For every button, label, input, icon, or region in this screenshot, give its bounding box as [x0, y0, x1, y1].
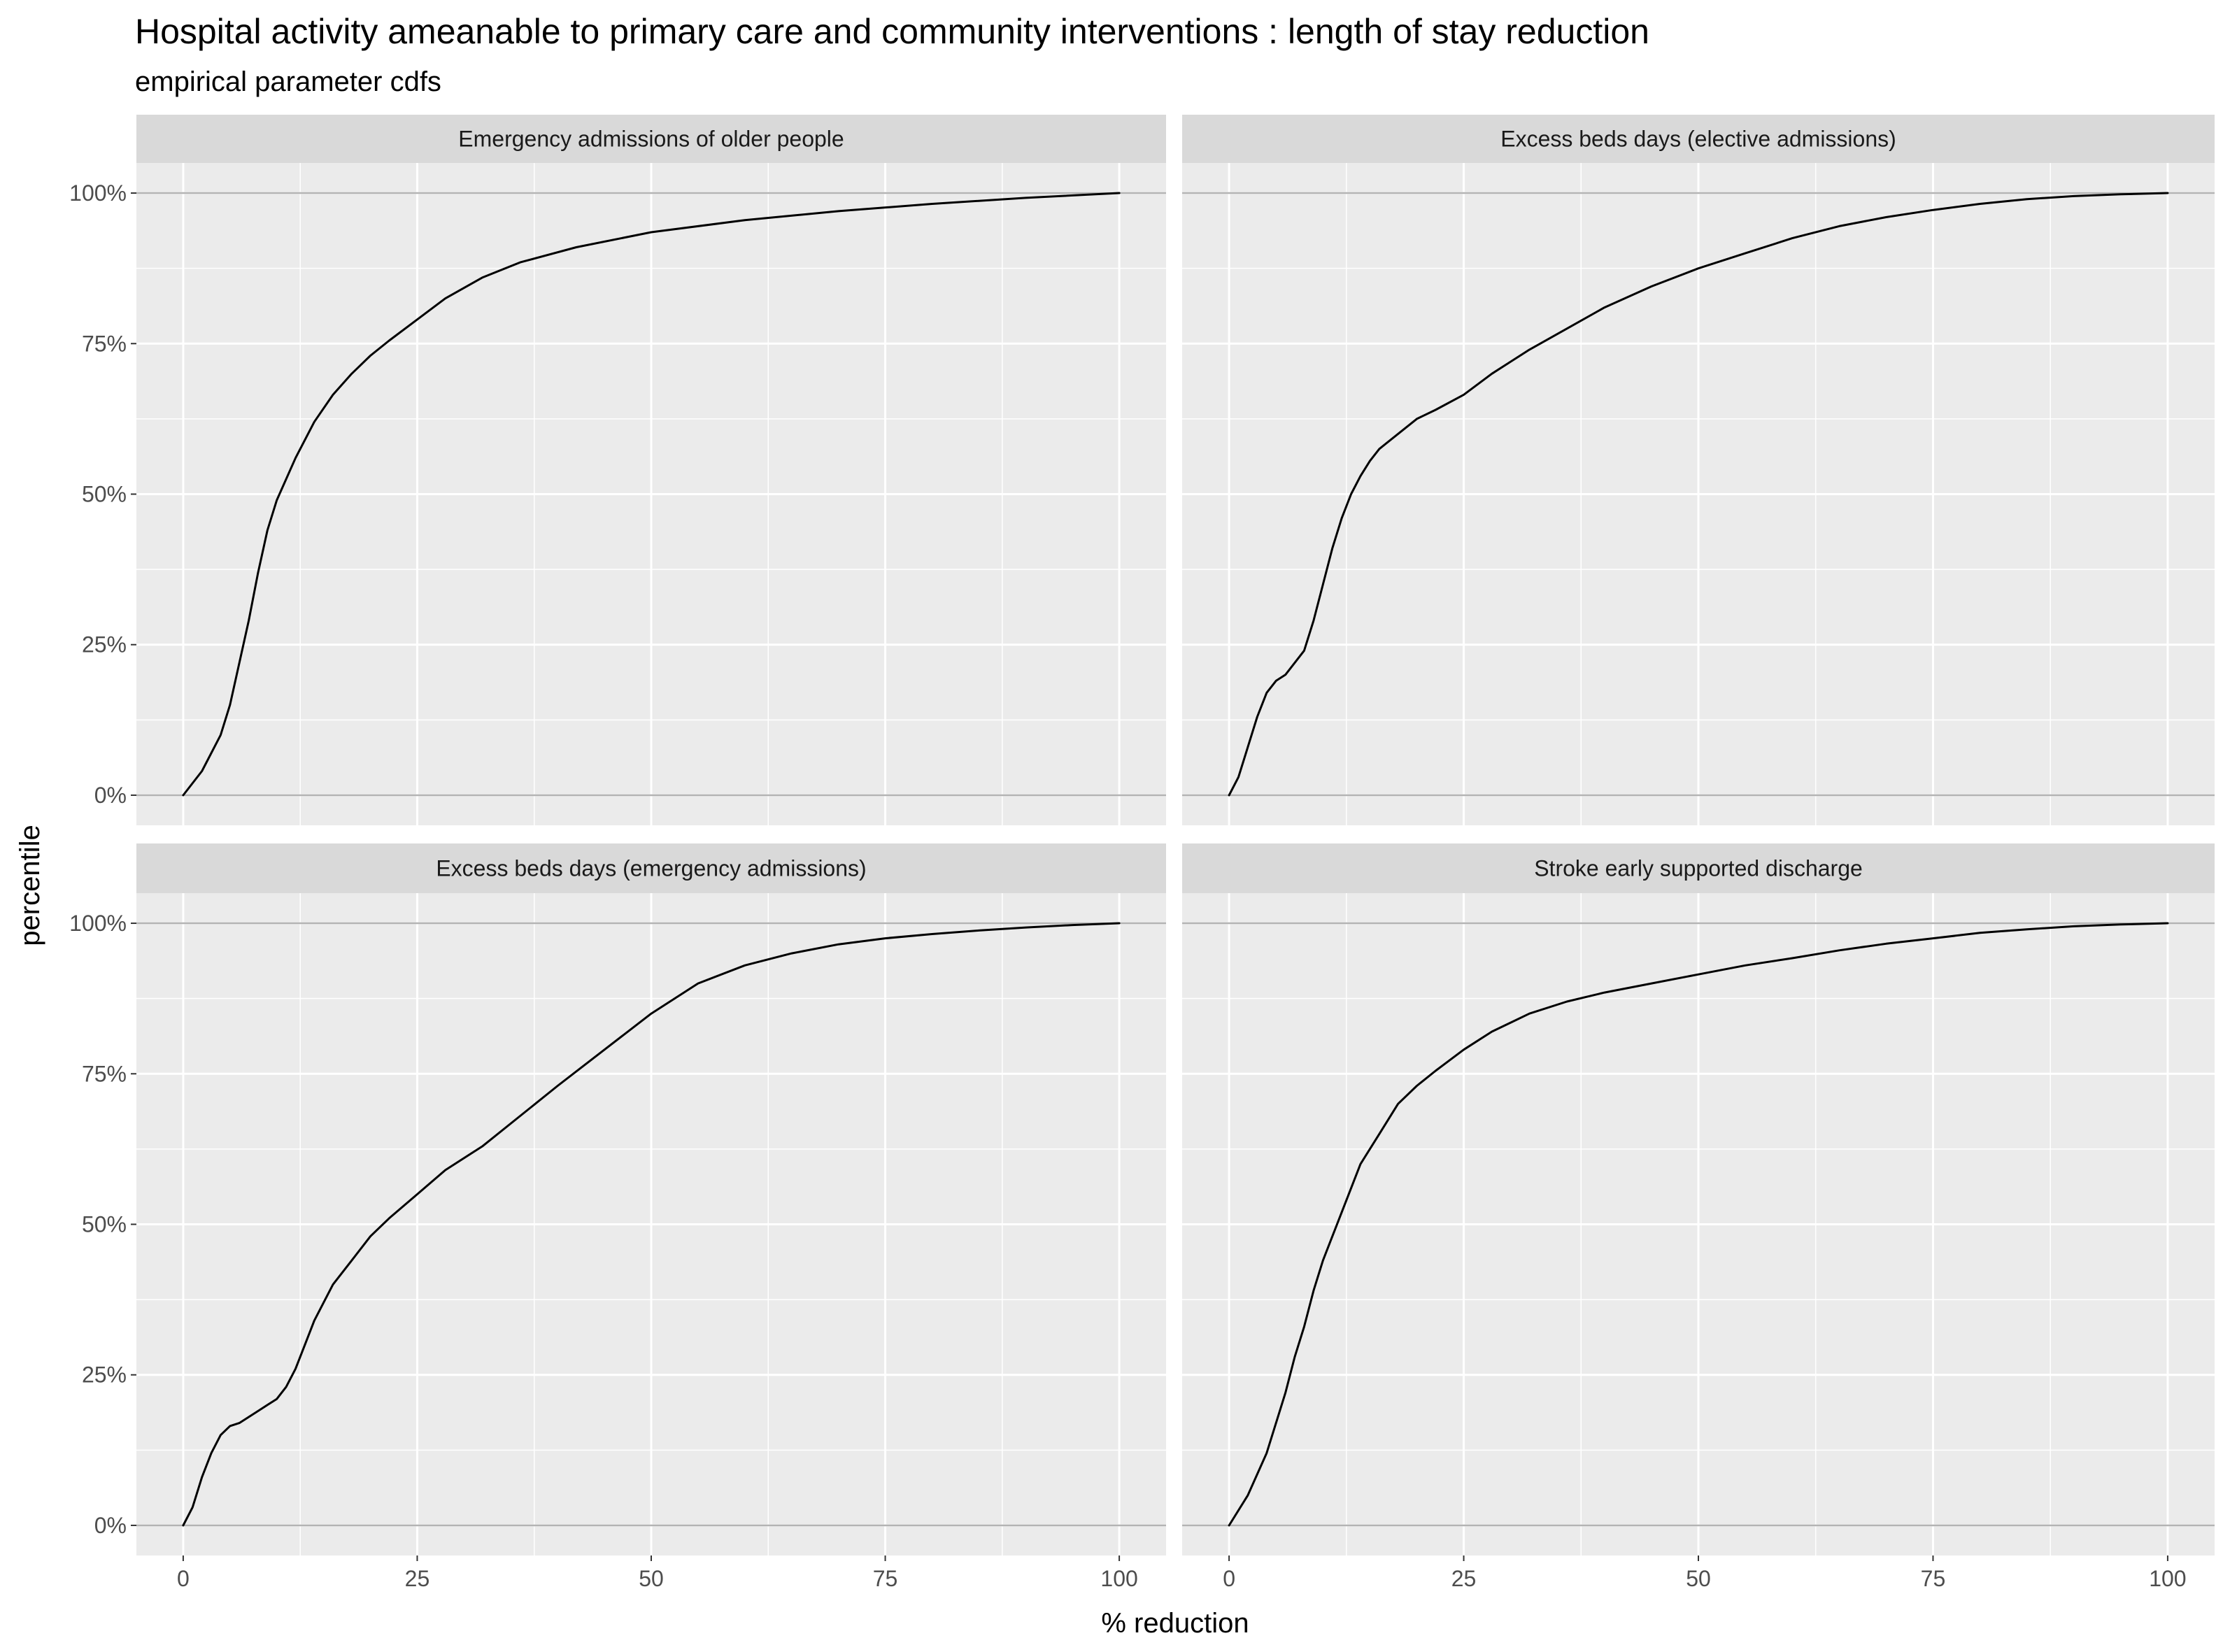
y-tick-label: 0% — [94, 783, 127, 808]
y-tick-label: 0% — [94, 1513, 127, 1538]
y-tick-label: 50% — [82, 1212, 127, 1237]
facet-panels: Emergency admissions of older people 0% 25… — [69, 115, 2215, 1591]
chart-subtitle: empirical parameter cdfs — [135, 66, 441, 97]
facet-strip — [1182, 843, 2215, 893]
y-tick-label: 25% — [82, 1362, 127, 1388]
x-tick-label: 0 — [1223, 1566, 1235, 1591]
x-tick-label: 100 — [2149, 1566, 2186, 1591]
x-tick-label: 50 — [1686, 1566, 1711, 1591]
x-tick-label: 75 — [873, 1566, 898, 1591]
y-tick-label: 75% — [82, 331, 127, 356]
chart-title: Hospital activity ameanable to primary c… — [135, 12, 1649, 51]
x-tick-label: 0 — [177, 1566, 190, 1591]
facet-strip-label: Stroke early supported discharge — [1534, 856, 1863, 881]
facet-strip — [136, 843, 1166, 893]
y-tick-label: 100% — [69, 911, 127, 936]
cdf-line — [1228, 192, 2169, 797]
cdf-line — [182, 922, 1121, 1527]
x-axis-title: % reduction — [1101, 1608, 1249, 1639]
facet-strip-label: Emergency admissions of older people — [458, 127, 844, 152]
x-tick-label: 25 — [1451, 1566, 1477, 1591]
y-tick-label: 75% — [82, 1061, 127, 1086]
x-tick-label: 50 — [639, 1566, 664, 1591]
cdf-line — [1228, 922, 2169, 1527]
facet-strip — [136, 115, 1166, 163]
facet-strip-label: Excess beds days (elective admissions) — [1500, 127, 1896, 152]
x-tick-label: 100 — [1100, 1566, 1137, 1591]
cdf-line — [182, 192, 1121, 797]
y-tick-label: 50% — [82, 482, 127, 507]
y-axis-title: percentile — [15, 825, 45, 946]
y-tick-label: 25% — [82, 632, 127, 657]
x-tick-label: 25 — [405, 1566, 430, 1591]
x-tick-label: 75 — [1921, 1566, 1946, 1591]
facet-strip-label: Excess beds days (emergency admissions) — [436, 856, 866, 881]
facet-strip — [1182, 115, 2215, 163]
y-tick-label: 100% — [69, 180, 127, 206]
